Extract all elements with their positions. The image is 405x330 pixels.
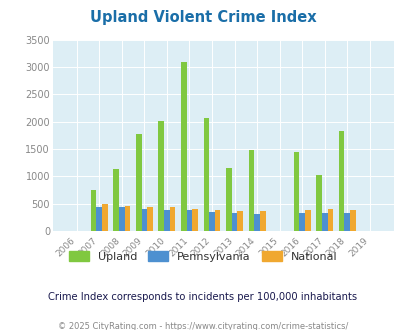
Text: © 2025 CityRating.com - https://www.cityrating.com/crime-statistics/: © 2025 CityRating.com - https://www.city…: [58, 322, 347, 330]
Text: Crime Index corresponds to incidents per 100,000 inhabitants: Crime Index corresponds to incidents per…: [48, 292, 357, 302]
Bar: [338, 131, 344, 231]
Bar: [231, 213, 237, 231]
Bar: [96, 208, 102, 231]
Bar: [124, 206, 130, 231]
Bar: [214, 210, 220, 231]
Bar: [349, 210, 355, 231]
Bar: [259, 211, 265, 231]
Bar: [298, 213, 304, 231]
Bar: [344, 213, 349, 231]
Bar: [226, 168, 231, 231]
Bar: [315, 175, 321, 231]
Bar: [254, 214, 259, 231]
Bar: [327, 210, 333, 231]
Bar: [136, 134, 141, 231]
Bar: [321, 213, 327, 231]
Legend: Upland, Pennsylvania, National: Upland, Pennsylvania, National: [64, 247, 341, 267]
Bar: [113, 169, 119, 231]
Text: Upland Violent Crime Index: Upland Violent Crime Index: [90, 10, 315, 25]
Bar: [186, 211, 192, 231]
Bar: [181, 62, 186, 231]
Bar: [203, 118, 209, 231]
Bar: [304, 210, 310, 231]
Bar: [248, 149, 254, 231]
Bar: [164, 210, 169, 231]
Bar: [158, 121, 164, 231]
Bar: [102, 204, 107, 231]
Bar: [147, 207, 152, 231]
Bar: [169, 208, 175, 231]
Bar: [192, 209, 198, 231]
Bar: [209, 212, 214, 231]
Bar: [293, 152, 298, 231]
Bar: [119, 208, 124, 231]
Bar: [91, 190, 96, 231]
Bar: [237, 211, 243, 231]
Bar: [141, 209, 147, 231]
